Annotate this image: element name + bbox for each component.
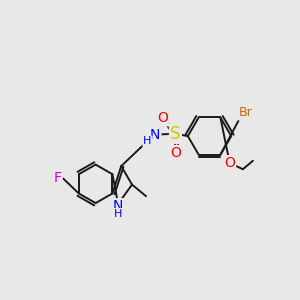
Text: N: N — [150, 128, 160, 142]
Text: N: N — [113, 199, 123, 213]
Text: O: O — [158, 111, 169, 125]
Text: O: O — [170, 146, 181, 160]
Text: F: F — [54, 172, 62, 185]
Text: S: S — [170, 125, 181, 143]
Text: Br: Br — [238, 106, 252, 119]
Text: H: H — [143, 136, 152, 146]
Text: O: O — [224, 156, 235, 170]
Text: H: H — [114, 209, 122, 219]
